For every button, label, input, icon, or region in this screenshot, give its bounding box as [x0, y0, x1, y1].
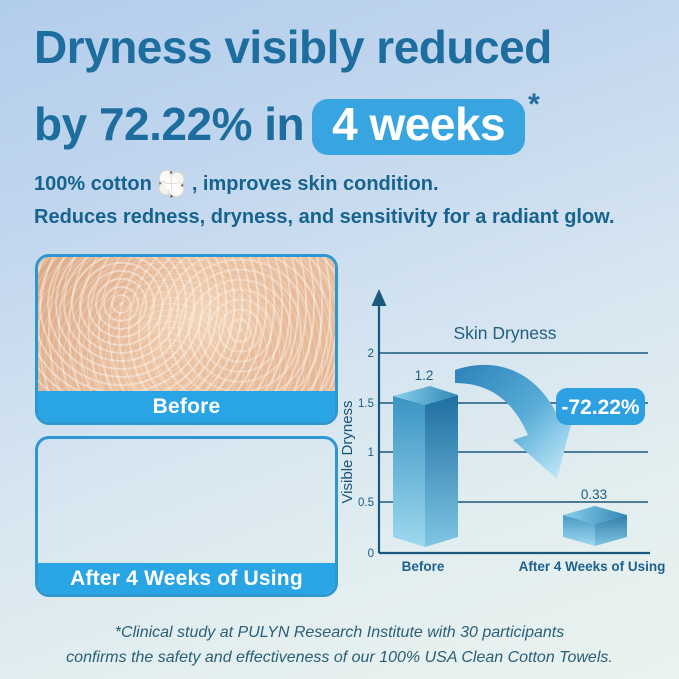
clinical-footnote: *Clinical study at PULYN Research Instit… [0, 620, 679, 670]
bar-before [393, 386, 458, 547]
percent-badge-background [556, 388, 645, 425]
y-axis-label: Visible Dryness [339, 400, 356, 503]
percent-badge-text: -72.22% [561, 396, 640, 419]
footnote-line1: *Clinical study at PULYN Research Instit… [114, 624, 565, 641]
subtitle: 100% cotton , improves skin condition. R… [34, 166, 615, 233]
footnote-line2: confirms the safety and effectiveness of… [66, 649, 613, 666]
value-label-after: 0.33 [581, 487, 607, 502]
percent-decrease-badge: -72.22% [556, 388, 645, 425]
chart-svg: Skin Dryness Visible Dryness 0 0.5 1 1.5… [339, 289, 666, 574]
subtitle-line1-prefix: 100% cotton [34, 173, 152, 195]
cotton-boll-icon [154, 166, 190, 202]
x-label-after: After 4 Weeks of Using [519, 559, 666, 574]
x-label-before: Before [402, 559, 445, 574]
decrease-arrow-icon [455, 364, 574, 479]
bar-before-side-face [425, 395, 458, 547]
four-weeks-badge: 4 weeks [312, 99, 526, 155]
value-label-before: 1.2 [415, 368, 434, 383]
headline-line2: by 72.22% in 4 weeks * [34, 76, 552, 155]
tick-0: 0 [368, 548, 374, 560]
headline: Dryness visibly reduced by 72.22% in 4 we… [34, 18, 552, 155]
before-photo-card: Before [35, 254, 338, 425]
after-photo-card: After 4 Weeks of Using [35, 436, 338, 597]
headline-line2-text: by 72.22% in [34, 98, 305, 150]
bar-before-front-face [393, 396, 425, 547]
bar-before-top-face [393, 386, 458, 405]
bar-after-side-face [595, 515, 627, 546]
tick-1: 1 [368, 447, 374, 459]
tick-1-5: 1.5 [358, 398, 374, 410]
footnote-asterisk: * [528, 88, 540, 121]
bar-after-top-face [563, 506, 627, 524]
after-photo-label: After 4 Weeks of Using [38, 563, 335, 594]
y-tick-labels: 0 0.5 1 1.5 2 [358, 348, 374, 560]
before-photo-label: Before [38, 391, 335, 422]
chart-title: Skin Dryness [453, 323, 556, 343]
headline-line1: Dryness visibly reduced [34, 21, 552, 73]
skin-dryness-chart: Skin Dryness Visible Dryness 0 0.5 1 1.5… [333, 282, 679, 584]
y-axis-arrow-icon [371, 289, 387, 306]
subtitle-line1: 100% cotton , improves skin condition. [34, 166, 615, 202]
subtitle-line2: Reduces redness, dryness, and sensitivit… [34, 206, 615, 228]
bar-after-front-face [563, 515, 595, 546]
before-skin-photo [38, 257, 335, 391]
tick-2: 2 [368, 348, 374, 360]
tick-0-5: 0.5 [358, 497, 374, 509]
after-skin-photo [38, 439, 335, 563]
subtitle-line1-suffix: , improves skin condition. [191, 173, 439, 195]
bar-after [563, 506, 627, 546]
